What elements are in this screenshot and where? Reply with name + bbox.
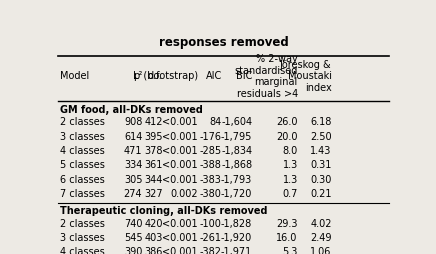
Text: -261: -261 <box>200 233 222 243</box>
Text: <0.001: <0.001 <box>163 174 198 184</box>
Text: 614: 614 <box>124 132 142 142</box>
Text: AIC: AIC <box>205 71 222 82</box>
Text: 2.50: 2.50 <box>310 132 331 142</box>
Text: 0.7: 0.7 <box>283 189 298 199</box>
Text: -383: -383 <box>200 174 222 184</box>
Text: -1,828: -1,828 <box>221 218 252 229</box>
Text: p (bootstrap): p (bootstrap) <box>134 71 198 82</box>
Text: -1,795: -1,795 <box>221 132 252 142</box>
Text: Jöreskog &
Moustaki
index: Jöreskog & Moustaki index <box>280 60 331 93</box>
Text: 1.43: 1.43 <box>310 146 331 156</box>
Text: <0.001: <0.001 <box>163 160 198 170</box>
Text: 412: 412 <box>144 117 163 128</box>
Text: responses removed: responses removed <box>159 36 288 49</box>
Text: -1,834: -1,834 <box>221 146 252 156</box>
Text: 0.21: 0.21 <box>310 189 331 199</box>
Text: 5 classes: 5 classes <box>60 160 105 170</box>
Text: <0.001: <0.001 <box>163 117 198 128</box>
Text: 327: 327 <box>144 189 163 199</box>
Text: 378: 378 <box>144 146 163 156</box>
Text: -1,793: -1,793 <box>221 174 252 184</box>
Text: 84: 84 <box>210 117 222 128</box>
Text: 403: 403 <box>144 233 163 243</box>
Text: -285: -285 <box>200 146 222 156</box>
Text: 8.0: 8.0 <box>283 146 298 156</box>
Text: Model: Model <box>60 71 89 82</box>
Text: 26.0: 26.0 <box>276 117 298 128</box>
Text: 6 classes: 6 classes <box>60 174 104 184</box>
Text: 2 classes: 2 classes <box>60 218 105 229</box>
Text: 386: 386 <box>144 247 163 254</box>
Text: 1.3: 1.3 <box>283 160 298 170</box>
Text: 361: 361 <box>144 160 163 170</box>
Text: <0.001: <0.001 <box>163 233 198 243</box>
Text: <0.001: <0.001 <box>163 247 198 254</box>
Text: % 2-way
standardised
marginal
residuals >4: % 2-way standardised marginal residuals … <box>235 54 298 99</box>
Text: 16.0: 16.0 <box>276 233 298 243</box>
Text: -380: -380 <box>200 189 222 199</box>
Text: 4.02: 4.02 <box>310 218 331 229</box>
Text: -388: -388 <box>200 160 222 170</box>
Text: 545: 545 <box>124 233 142 243</box>
Text: <0.001: <0.001 <box>163 132 198 142</box>
Text: 344: 344 <box>144 174 163 184</box>
Text: -1,920: -1,920 <box>221 233 252 243</box>
Text: d.f.: d.f. <box>148 71 163 82</box>
Text: 3 classes: 3 classes <box>60 233 104 243</box>
Text: 4 classes: 4 classes <box>60 146 104 156</box>
Text: 7 classes: 7 classes <box>60 189 105 199</box>
Text: GM food, all-DKs removed: GM food, all-DKs removed <box>60 105 202 115</box>
Text: -1,868: -1,868 <box>221 160 252 170</box>
Text: <0.001: <0.001 <box>163 218 198 229</box>
Text: 0.002: 0.002 <box>170 189 198 199</box>
Text: -1,604: -1,604 <box>221 117 252 128</box>
Text: 740: 740 <box>124 218 142 229</box>
Text: 305: 305 <box>124 174 142 184</box>
Text: -1,720: -1,720 <box>221 189 252 199</box>
Text: 29.3: 29.3 <box>276 218 298 229</box>
Text: 420: 420 <box>144 218 163 229</box>
Text: -1,971: -1,971 <box>221 247 252 254</box>
Text: 5.3: 5.3 <box>283 247 298 254</box>
Text: -100: -100 <box>200 218 222 229</box>
Text: -382: -382 <box>200 247 222 254</box>
Text: Therapeutic cloning, all-DKs removed: Therapeutic cloning, all-DKs removed <box>60 207 267 216</box>
Text: 471: 471 <box>124 146 142 156</box>
Text: 1.3: 1.3 <box>283 174 298 184</box>
Text: 908: 908 <box>124 117 142 128</box>
Text: 0.31: 0.31 <box>310 160 331 170</box>
Text: 334: 334 <box>124 160 142 170</box>
Text: 2 classes: 2 classes <box>60 117 105 128</box>
Text: 1.06: 1.06 <box>310 247 331 254</box>
Text: 390: 390 <box>124 247 142 254</box>
Text: L²: L² <box>133 71 142 82</box>
Text: <0.001: <0.001 <box>163 146 198 156</box>
Text: 2.49: 2.49 <box>310 233 331 243</box>
Text: 20.0: 20.0 <box>276 132 298 142</box>
Text: 274: 274 <box>124 189 142 199</box>
Text: BIC: BIC <box>236 71 252 82</box>
Text: 395: 395 <box>144 132 163 142</box>
Text: 6.18: 6.18 <box>310 117 331 128</box>
Text: 4 classes: 4 classes <box>60 247 104 254</box>
Text: 0.30: 0.30 <box>310 174 331 184</box>
Text: 3 classes: 3 classes <box>60 132 104 142</box>
Text: -176: -176 <box>200 132 222 142</box>
